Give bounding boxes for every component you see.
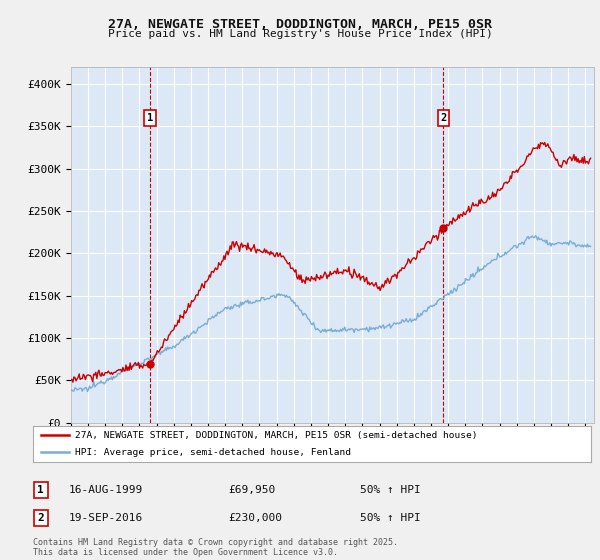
Text: 2: 2 bbox=[37, 513, 44, 523]
Text: 50% ↑ HPI: 50% ↑ HPI bbox=[360, 513, 421, 523]
Text: 50% ↑ HPI: 50% ↑ HPI bbox=[360, 485, 421, 495]
Text: Contains HM Land Registry data © Crown copyright and database right 2025.
This d: Contains HM Land Registry data © Crown c… bbox=[33, 538, 398, 557]
Text: Price paid vs. HM Land Registry's House Price Index (HPI): Price paid vs. HM Land Registry's House … bbox=[107, 29, 493, 39]
Text: 19-SEP-2016: 19-SEP-2016 bbox=[69, 513, 143, 523]
Text: HPI: Average price, semi-detached house, Fenland: HPI: Average price, semi-detached house,… bbox=[75, 447, 351, 456]
Text: £69,950: £69,950 bbox=[228, 485, 275, 495]
Text: 16-AUG-1999: 16-AUG-1999 bbox=[69, 485, 143, 495]
Text: 1: 1 bbox=[37, 485, 44, 495]
Text: 27A, NEWGATE STREET, DODDINGTON, MARCH, PE15 0SR: 27A, NEWGATE STREET, DODDINGTON, MARCH, … bbox=[108, 18, 492, 31]
Text: 27A, NEWGATE STREET, DODDINGTON, MARCH, PE15 0SR (semi-detached house): 27A, NEWGATE STREET, DODDINGTON, MARCH, … bbox=[75, 431, 478, 440]
Text: 2: 2 bbox=[440, 113, 446, 123]
Text: 1: 1 bbox=[147, 113, 153, 123]
Text: £230,000: £230,000 bbox=[228, 513, 282, 523]
